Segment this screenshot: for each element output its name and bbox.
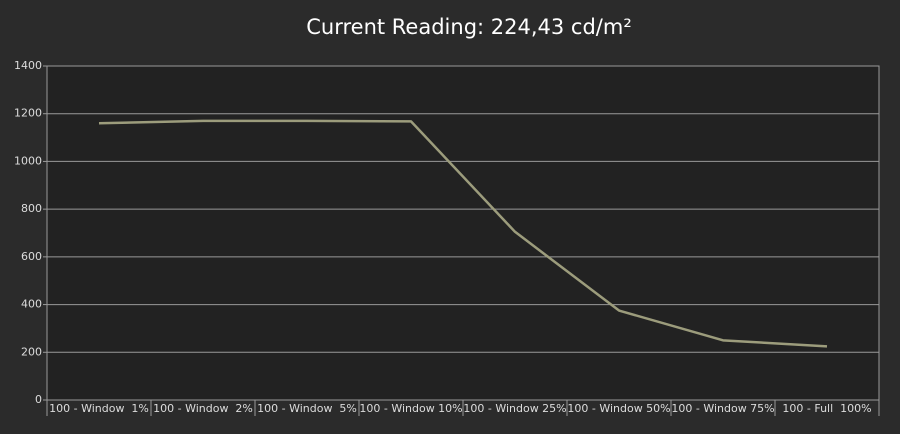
y-tick-label: 800 <box>21 202 42 215</box>
plot-area <box>46 65 880 401</box>
x-tick-label: 100 - Window 75% <box>671 402 774 415</box>
x-tick-label: 100 - Window 50% <box>567 402 670 415</box>
y-tick-label: 0 <box>35 393 42 406</box>
y-tick-label: 400 <box>21 298 42 311</box>
x-tick-label: 100 - Window 2% <box>153 402 253 415</box>
y-tick-label: 1400 <box>14 59 42 72</box>
x-tick-label: 100 - Full 100% <box>782 402 871 415</box>
y-tick-label: 1200 <box>14 107 42 120</box>
x-tick-label: 100 - Window 1% <box>49 402 149 415</box>
y-tick-label: 1000 <box>14 154 42 167</box>
y-tick-label: 600 <box>21 250 42 263</box>
x-tick-label: 100 - Window 5% <box>257 402 357 415</box>
chart-title: Current Reading: 224,43 cd/m² <box>306 15 632 39</box>
data-line <box>98 119 828 348</box>
y-tick-label: 200 <box>21 345 42 358</box>
x-tick-label: 100 - Window 25% <box>463 402 566 415</box>
x-tick-label: 100 - Window 10% <box>359 402 462 415</box>
